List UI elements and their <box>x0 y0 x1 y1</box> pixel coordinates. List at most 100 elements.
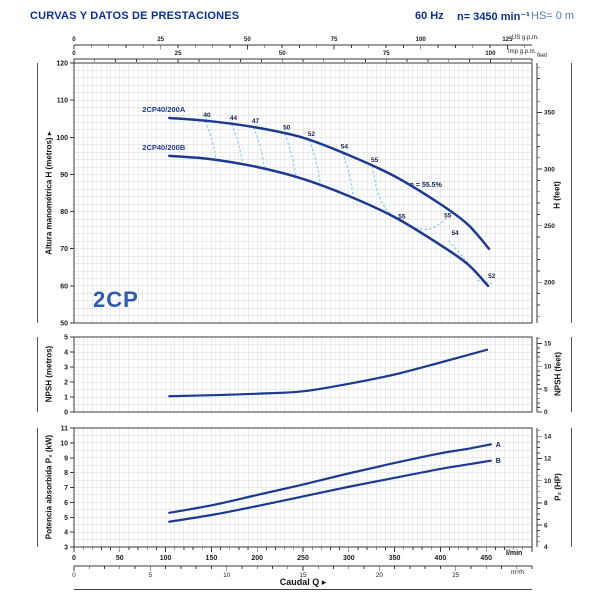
right-axis-tick-label: 15 <box>544 341 552 348</box>
curve-2cp40-200b <box>168 154 490 288</box>
npsh-chart: 0 1 2 3 4 5 0 5 10 15 <box>64 335 552 417</box>
y-tick-label: 3 <box>64 365 68 372</box>
right-axis-tick-label: 6 <box>544 522 548 529</box>
efficiency-value: 44 <box>230 115 238 122</box>
npsh-y-axis-title-right: NPSH (feet) <box>553 351 563 397</box>
lmin-tick-label: 50 <box>116 555 124 562</box>
lmin-tick-label: 0 <box>72 555 76 562</box>
y-tick-label: 5 <box>64 335 68 342</box>
head-y-axis-title-left: Altura manométrica H (metros) ▸ <box>44 131 54 255</box>
left-rule-npsh <box>37 337 38 412</box>
y-tick-label: 60 <box>60 283 68 290</box>
y-tick-label: 70 <box>60 246 68 253</box>
suction-head-value: HS= 0 m <box>531 10 575 22</box>
m3h-tick-label: 5 <box>149 572 153 579</box>
right-axis-tick-label: 0 <box>544 409 548 416</box>
curve-name-label: B <box>496 458 501 465</box>
curve-2cp40-200a <box>168 116 491 250</box>
efficiency-value: 47 <box>252 118 260 125</box>
head-y-axis-title-right: H (feet) <box>552 181 562 209</box>
lmin-tick-label: 350 <box>389 555 401 562</box>
m3h-tick-label: 0 <box>72 572 76 579</box>
efficiency-value: 55 <box>398 214 406 221</box>
top-axis-tick-label: 100 <box>416 36 427 43</box>
right-axis-tick-label: 8 <box>544 500 548 507</box>
y-tick-label: 80 <box>60 209 68 216</box>
pump-series-label: 2CP <box>93 287 139 312</box>
efficiency-value: 52 <box>488 273 496 280</box>
left-rule-power <box>37 428 38 547</box>
lmin-axis: 0 50 100 150 200 250 300 350 400 450 <box>72 547 533 562</box>
y-tick-label: 8 <box>64 470 68 477</box>
efficiency-value: 55 <box>444 213 452 220</box>
y-tick-label: 1 <box>64 395 68 402</box>
grid <box>73 427 533 548</box>
y-tick-label: 100 <box>56 135 68 142</box>
efficiency-value: 40 <box>203 112 211 119</box>
right-axis-tick-label: 5 <box>544 386 548 393</box>
curve-name-label: 2CP40/200A <box>142 105 186 114</box>
efficiency-eta-label: η = 55.5% <box>410 182 443 189</box>
us-gpm-unit-label: US g.p.m. <box>512 35 539 41</box>
right-axis-tick-label: 14 <box>544 434 552 441</box>
top-axis-tick-label: 100 <box>485 50 496 57</box>
top-axis-tick-label: 125 <box>502 36 513 43</box>
m3h-axis: 0 5 10 15 20 25 <box>72 565 533 579</box>
right-axis-tick-label: 200 <box>544 279 555 286</box>
lmin-tick-label: 150 <box>206 555 218 562</box>
y-tick-label: 110 <box>57 98 68 105</box>
m3h-unit-label: m³/h <box>511 569 524 576</box>
top-axis-tick-label: 0 <box>72 50 76 57</box>
right-axis-tick-label: 10 <box>544 363 552 370</box>
top-axis-tick-label: 75 <box>331 36 338 43</box>
efficiency-value: 50 <box>283 125 291 132</box>
y-tick-label: 50 <box>60 321 68 328</box>
imp-gpm-unit-label: Imp g.p.m. <box>508 49 537 55</box>
top-axis-tick-label: 0 <box>72 36 76 43</box>
imp-gpm-axis: 0 25 50 75 100 <box>72 50 533 64</box>
lmin-tick-label: 450 <box>480 555 492 562</box>
m3h-tick-label: 20 <box>376 572 383 579</box>
y-tick-label: 5 <box>64 515 68 522</box>
top-axis-tick-label: 75 <box>383 50 390 57</box>
efficiency-value: 54 <box>341 144 349 151</box>
lmin-unit-label: l/min <box>506 550 523 557</box>
y-tick-label: 120 <box>56 61 68 68</box>
curve-a <box>168 443 492 514</box>
feet-unit-label: feet <box>537 53 548 59</box>
curve-b <box>168 459 492 523</box>
frequency-value: 60 Hz <box>415 10 444 22</box>
y-tick-label: 11 <box>61 426 69 433</box>
power-y-axis-title-left: Potencia absorbida P₂ (kW) <box>44 434 54 540</box>
top-axis-tick-label: 50 <box>244 36 251 43</box>
y-tick-label: 2 <box>64 380 68 387</box>
page-title: CURVAS Y DATOS DE PRESTACIONES <box>30 10 240 22</box>
bottom-rule <box>74 589 532 590</box>
top-axis-tick-label: 50 <box>279 50 286 57</box>
top-axis-tick-label: 25 <box>157 36 164 43</box>
efficiency-value: 52 <box>308 131 316 138</box>
m3h-tick-label: 25 <box>452 572 459 579</box>
y-tick-label: 6 <box>64 500 68 507</box>
efficiency-labels: 40 44 47 50 52 54 55 55 55 54 52 η = 55.5% <box>203 112 495 280</box>
lmin-tick-label: 200 <box>251 555 263 562</box>
right-axis-tick-label: 10 <box>544 478 552 485</box>
x-axis-title: Caudal Q ▸ <box>279 577 327 587</box>
lmin-tick-label: 300 <box>343 555 355 562</box>
right-rule-power <box>571 428 572 547</box>
m3h-tick-label: 15 <box>300 572 307 579</box>
y-tick-label: 3 <box>64 545 68 552</box>
lmin-tick-label: 100 <box>160 555 172 562</box>
y-tick-label: 4 <box>64 350 68 357</box>
curve-npsh <box>168 348 489 398</box>
y-tick-label: 10 <box>60 440 68 447</box>
y-tick-label: 4 <box>64 530 68 537</box>
y-tick-label: 90 <box>60 172 68 179</box>
grid <box>73 336 533 413</box>
lmin-tick-label: 400 <box>435 555 447 562</box>
y-tick-label: 0 <box>64 410 68 417</box>
plot-border <box>73 62 533 324</box>
rotation-speed-value: n= 3450 min⁻¹ <box>457 11 530 23</box>
